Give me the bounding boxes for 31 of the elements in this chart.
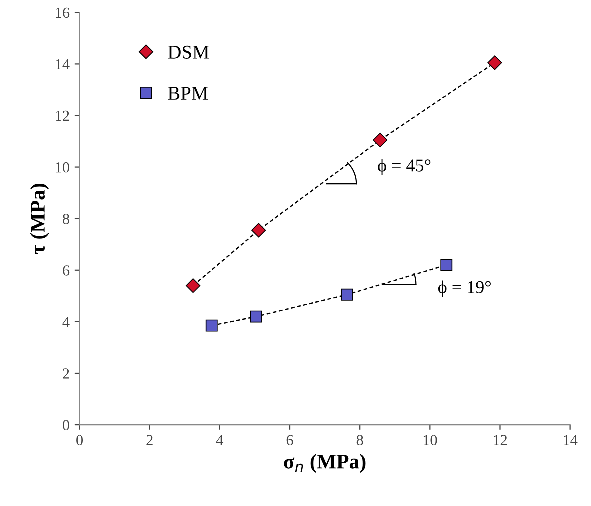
x-tick-label: 8 [356,435,364,446]
y-tick-label: 0 [63,420,70,430]
y-tick-label: 12 [56,110,70,122]
y-tick-label: 2 [63,368,70,379]
point [440,259,453,272]
x-tick-label: 4 [216,435,224,446]
x-axis-title: σ$_{n}$ (MPa) [284,454,366,474]
legend-label: DSM [168,46,210,59]
point [250,310,262,323]
x-tick-label: 10 [424,435,438,446]
point [341,288,354,301]
y-axis-title: τ (MPa) [30,184,50,254]
point [488,56,502,70]
legend-label: BPM [168,87,208,100]
point [186,278,201,294]
annotation: ϕ = 19° [438,280,491,298]
y-tick-label: 16 [56,8,70,18]
y-tick-label: 8 [63,214,70,224]
annotation: ϕ = 45° [378,159,431,176]
point [206,320,218,332]
x-tick-label: 2 [146,435,153,446]
y-tick-label: 14 [56,59,70,70]
x-tick-label: 14 [564,435,578,446]
y-tick-label: 6 [63,266,70,276]
x-tick-label: 0 [76,435,84,446]
x-tick-label: 12 [494,435,508,446]
y-tick-label: 4 [62,317,70,328]
point [252,223,266,238]
x-tick-label: 6 [286,435,294,446]
y-tick-label: 10 [56,162,70,173]
point [373,132,388,148]
